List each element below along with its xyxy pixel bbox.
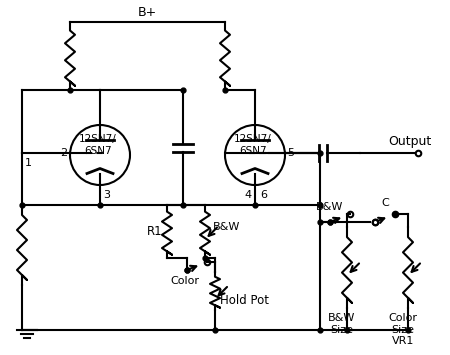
Text: 4: 4 bbox=[245, 190, 252, 200]
Text: Color
Size
VR1: Color Size VR1 bbox=[388, 313, 418, 346]
Text: B&W
Size: B&W Size bbox=[328, 313, 356, 335]
Text: C: C bbox=[381, 198, 389, 208]
Text: Output: Output bbox=[388, 135, 431, 148]
Text: 5: 5 bbox=[287, 148, 294, 158]
Text: B&W: B&W bbox=[316, 202, 344, 212]
Text: Hold Pot: Hold Pot bbox=[220, 294, 269, 306]
Text: B&W: B&W bbox=[213, 222, 240, 232]
Text: 3: 3 bbox=[103, 190, 110, 200]
Text: 12SN7/
6SN7: 12SN7/ 6SN7 bbox=[79, 134, 117, 156]
Text: B+: B+ bbox=[138, 6, 157, 19]
Text: 1: 1 bbox=[25, 158, 32, 168]
Text: 12SN7/
6SN7: 12SN7/ 6SN7 bbox=[234, 134, 272, 156]
Text: 6: 6 bbox=[260, 190, 267, 200]
Text: Color: Color bbox=[171, 276, 199, 286]
Text: 2: 2 bbox=[60, 148, 67, 158]
Text: R1: R1 bbox=[146, 225, 162, 238]
